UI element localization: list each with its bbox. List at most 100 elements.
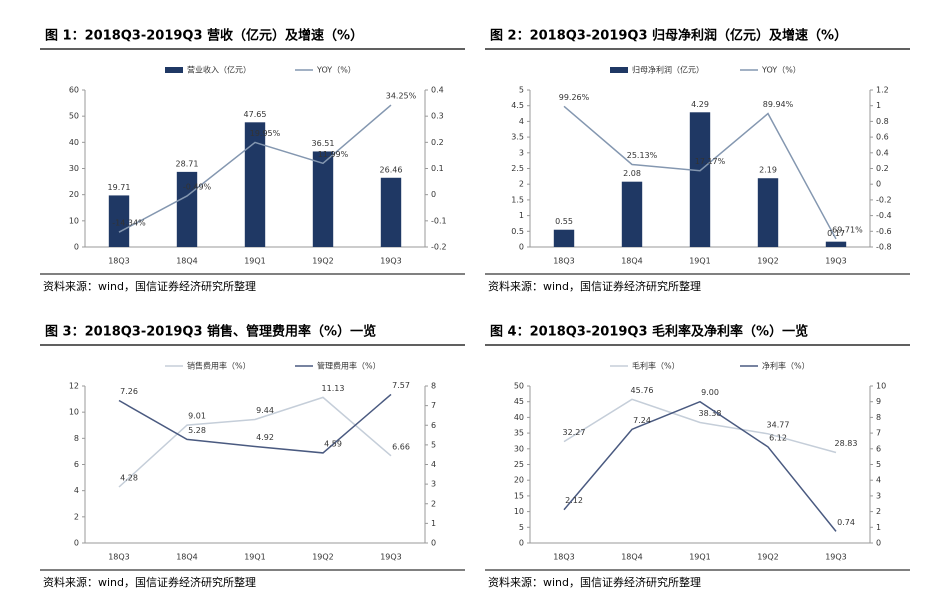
y-tick-label: 6 — [74, 460, 79, 469]
y2-tick-label: 2 — [431, 499, 436, 508]
y-tick-label: 3 — [519, 148, 524, 157]
legend-label: 归母净利润（亿元） — [632, 65, 704, 75]
y2-tick-label: 0.8 — [876, 117, 889, 126]
value-label: 26.46 — [380, 165, 403, 174]
source-note: 资料来源：wind，国信证券经济研究所整理 — [43, 279, 256, 293]
value-label: 25.13% — [627, 151, 658, 160]
bar — [621, 181, 643, 247]
y-tick-label: 45 — [514, 397, 524, 406]
value-label: 0.17 — [827, 229, 845, 238]
y-tick-label: 40 — [514, 413, 524, 422]
x-tick-label: 19Q1 — [244, 257, 266, 266]
value-label: 34.77 — [767, 420, 790, 429]
y2-tick-label: 0.1 — [431, 164, 444, 173]
value-label: 6.66 — [392, 442, 410, 451]
y-tick-label: 0 — [74, 539, 79, 548]
value-label: 9.01 — [188, 412, 206, 421]
x-tick-label: 19Q2 — [757, 257, 779, 266]
value-label: 4.28 — [120, 474, 138, 483]
y-tick-label: 10 — [69, 216, 79, 225]
value-label: 0.74 — [837, 518, 855, 527]
legend-label: 毛利率（%） — [632, 361, 680, 371]
value-label: 19.71 — [108, 183, 131, 192]
y2-tick-label: -0.1 — [431, 216, 447, 225]
y2-tick-label: 6 — [431, 421, 436, 430]
y2-tick-label: 1 — [876, 523, 881, 532]
value-label: 17.17% — [695, 157, 726, 166]
figure-title: 图 1：2018Q3-2019Q3 营收（亿元）及增速（%） — [45, 28, 363, 44]
y-tick-label: 5 — [519, 86, 524, 95]
x-tick-label: 19Q1 — [244, 553, 266, 562]
value-label: 2.08 — [623, 169, 641, 178]
bar — [689, 112, 711, 247]
source-note: 资料来源：wind，国信证券经济研究所整理 — [488, 575, 701, 589]
line — [563, 398, 837, 454]
x-tick-label: 18Q4 — [621, 553, 643, 562]
value-label: 7.26 — [120, 387, 138, 396]
y2-tick-label: 0 — [431, 539, 436, 548]
value-label: 9.00 — [701, 388, 719, 397]
x-tick-label: 19Q1 — [689, 257, 711, 266]
y2-tick-label: 10 — [876, 382, 886, 391]
value-label: 28.83 — [835, 439, 858, 448]
y2-tick-label: 0.4 — [431, 86, 444, 95]
y2-tick-label: -0.6 — [876, 227, 892, 236]
legend-swatch — [610, 67, 628, 73]
value-label: 11.99% — [318, 150, 349, 159]
figure-title: 图 2：2018Q3-2019Q3 归母净利润（亿元）及增速（%） — [490, 28, 847, 44]
y2-tick-label: 0.2 — [431, 138, 444, 147]
y-tick-label: 30 — [69, 164, 79, 173]
bar — [757, 178, 779, 247]
bar — [108, 195, 130, 247]
value-label: 6.12 — [769, 433, 787, 442]
y2-tick-label: 9 — [876, 397, 881, 406]
x-tick-label: 19Q2 — [312, 553, 334, 562]
y-tick-label: 30 — [514, 444, 524, 453]
value-label: -14.34% — [112, 219, 146, 228]
value-label: 99.26% — [559, 93, 590, 102]
y2-tick-label: -0.2 — [876, 195, 892, 204]
legend-label: YOY（%） — [761, 66, 801, 75]
y-tick-label: 10 — [69, 408, 79, 417]
x-tick-label: 18Q3 — [553, 553, 575, 562]
value-label: -69.71% — [829, 225, 863, 234]
y2-tick-label: 8 — [876, 413, 881, 422]
bar — [825, 241, 847, 247]
value-label: 4.59 — [324, 439, 342, 448]
value-label: 0.55 — [555, 217, 573, 226]
y-tick-label: 10 — [514, 507, 524, 516]
y-tick-label: 0 — [519, 539, 524, 548]
x-tick-label: 19Q3 — [380, 257, 402, 266]
bar — [553, 229, 575, 247]
y-tick-label: 50 — [69, 112, 79, 121]
y2-tick-label: 4 — [431, 460, 436, 469]
source-note: 资料来源：wind，国信证券经济研究所整理 — [43, 575, 256, 589]
y2-tick-label: 3 — [431, 480, 436, 489]
y-tick-label: 0.5 — [511, 227, 524, 236]
y-tick-label: 2.5 — [511, 164, 524, 173]
y2-tick-label: 0.3 — [431, 112, 444, 121]
y-tick-label: 25 — [514, 460, 524, 469]
legend-label: 销售费用率（%） — [187, 361, 251, 371]
y2-tick-label: 7 — [431, 401, 436, 410]
legend-swatch — [165, 67, 183, 73]
value-label: 7.24 — [633, 416, 651, 425]
bar — [380, 177, 402, 247]
y-tick-label: 4 — [74, 486, 79, 495]
x-tick-label: 19Q3 — [825, 257, 847, 266]
y-tick-label: 2 — [74, 512, 79, 521]
y2-tick-label: -0.4 — [876, 211, 892, 220]
y-tick-label: 50 — [514, 382, 524, 391]
y-tick-label: 4 — [519, 117, 524, 126]
value-label: 89.94% — [763, 100, 794, 109]
y2-tick-label: 0 — [431, 190, 436, 199]
value-label: 4.92 — [256, 433, 274, 442]
value-label: 28.71 — [176, 159, 199, 168]
value-label: 19.95% — [250, 129, 281, 138]
value-label: 9.44 — [256, 406, 274, 415]
x-tick-label: 18Q3 — [553, 257, 575, 266]
x-tick-label: 19Q2 — [312, 257, 334, 266]
x-tick-label: 19Q3 — [380, 553, 402, 562]
